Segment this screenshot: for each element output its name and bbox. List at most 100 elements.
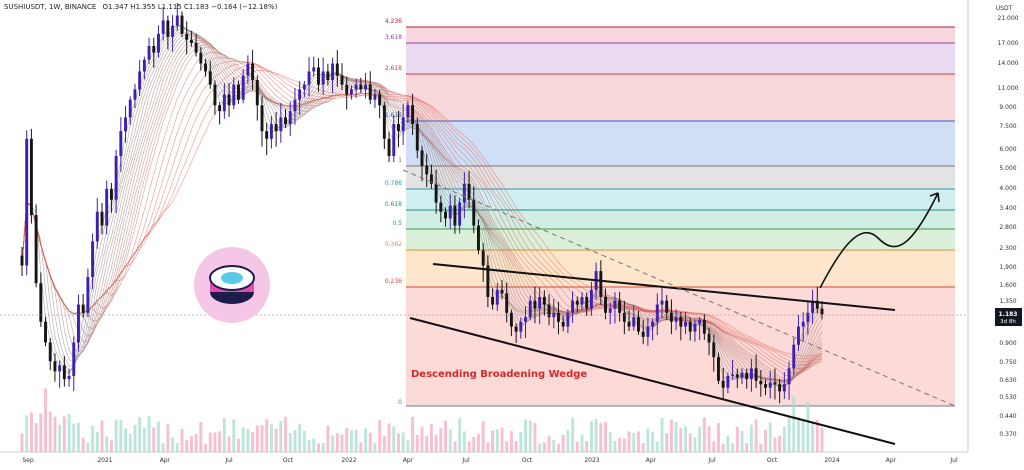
fib-zone: [406, 166, 955, 189]
volume-bar: [335, 432, 339, 452]
volume-bar: [646, 428, 650, 452]
fib-label: 0.236: [385, 278, 402, 285]
volume-bar: [712, 441, 716, 452]
candle-body: [797, 326, 800, 345]
volume-bar: [524, 419, 527, 452]
x-tick-label: 2022: [341, 457, 356, 464]
candle-body: [745, 372, 749, 380]
volume-bar: [345, 428, 349, 452]
candle-body: [86, 276, 90, 313]
y-tick-label: 2.300: [999, 245, 1016, 252]
volume-bar: [387, 423, 391, 452]
volume-bar: [749, 424, 753, 452]
candle-body: [754, 368, 758, 381]
candle-body: [519, 321, 523, 332]
volume-bar: [373, 443, 377, 452]
candle-body: [213, 84, 217, 106]
candle-body: [698, 319, 702, 324]
candle-body: [279, 117, 283, 132]
candle-body: [114, 155, 118, 200]
candle-body: [688, 321, 692, 332]
candle-body: [627, 321, 631, 327]
volume-bar: [29, 412, 33, 452]
candle-body: [462, 183, 466, 203]
volume-bar: [340, 434, 344, 452]
y-tick-label: 5.000: [999, 165, 1016, 172]
candle-body: [477, 225, 480, 251]
candle-body: [415, 124, 419, 151]
volume-bar: [801, 420, 805, 452]
candle-body: [495, 289, 499, 305]
candle-body: [349, 89, 353, 95]
volume-bar: [514, 441, 518, 452]
candle-body: [712, 342, 716, 358]
symbol-label: SUSHIUSDT, 1W, BINANCE: [4, 3, 97, 11]
candle-body: [189, 39, 193, 43]
candle-body: [288, 111, 292, 125]
volume-bar: [745, 443, 749, 452]
fib-zone: [406, 43, 955, 74]
fib-label: 3.618: [385, 34, 402, 41]
volume-bar: [53, 416, 57, 452]
y-tick-label: 1.600: [999, 282, 1016, 289]
candle-body: [651, 321, 655, 327]
candle-body: [429, 174, 433, 184]
volume-bar: [25, 415, 29, 452]
volume-bar: [138, 417, 142, 452]
candle-body: [302, 84, 306, 90]
last-price-label: 1.183: [999, 311, 1018, 318]
candle-body: [312, 67, 316, 72]
volume-bar: [707, 426, 711, 452]
volume-bar: [265, 419, 269, 452]
fib-label: 0.382: [385, 241, 402, 248]
fib-label: 0.5: [392, 220, 402, 227]
volume-bar: [684, 426, 687, 452]
volume-bar: [462, 431, 466, 452]
candle-body: [222, 94, 226, 112]
candle-body: [778, 384, 782, 392]
volume-bar: [382, 436, 386, 452]
volume-bar: [815, 419, 819, 452]
candle-body: [105, 188, 109, 226]
candle-body: [702, 319, 706, 334]
volume-bar: [627, 431, 631, 452]
volume-bar: [100, 420, 104, 452]
volume-bar: [575, 441, 579, 452]
volume-bar: [811, 423, 815, 452]
volume-bar: [86, 442, 90, 452]
volume-bar: [764, 429, 767, 452]
volume-bar: [679, 427, 683, 452]
candle-body: [514, 326, 518, 332]
candle-body: [317, 67, 320, 85]
candle-body: [119, 131, 123, 156]
candle-body: [72, 342, 76, 376]
fib-zone: [406, 210, 955, 229]
candle-body: [392, 124, 396, 156]
candle-body: [632, 317, 636, 327]
candle-body: [731, 374, 735, 376]
candle-body: [138, 71, 142, 90]
candle-body: [486, 265, 490, 297]
volume-bar: [585, 441, 589, 452]
volume-bar: [538, 443, 542, 452]
candle-body: [439, 202, 443, 212]
volume-bar: [171, 437, 175, 452]
wedge-annotation: Descending Broadening Wedge: [411, 369, 587, 380]
volume-bar: [472, 437, 476, 452]
volume-bar: [448, 429, 452, 452]
volume-bar: [731, 443, 735, 452]
volume-bar: [91, 425, 95, 452]
volume-bar: [726, 435, 730, 452]
candle-body: [721, 380, 725, 388]
candle-body: [378, 94, 382, 106]
x-tick-label: Jul: [949, 457, 958, 464]
fib-zone: [406, 74, 955, 121]
fib-label: 0: [398, 399, 402, 406]
volume-bar: [208, 432, 212, 452]
volume-bar: [787, 417, 791, 452]
fib-label: 2.618: [385, 65, 402, 72]
volume-bar: [175, 442, 179, 452]
y-tick-label: 21.000: [998, 15, 1019, 22]
y-tick-label: 1.900: [999, 264, 1016, 271]
volume-bar: [321, 443, 325, 452]
